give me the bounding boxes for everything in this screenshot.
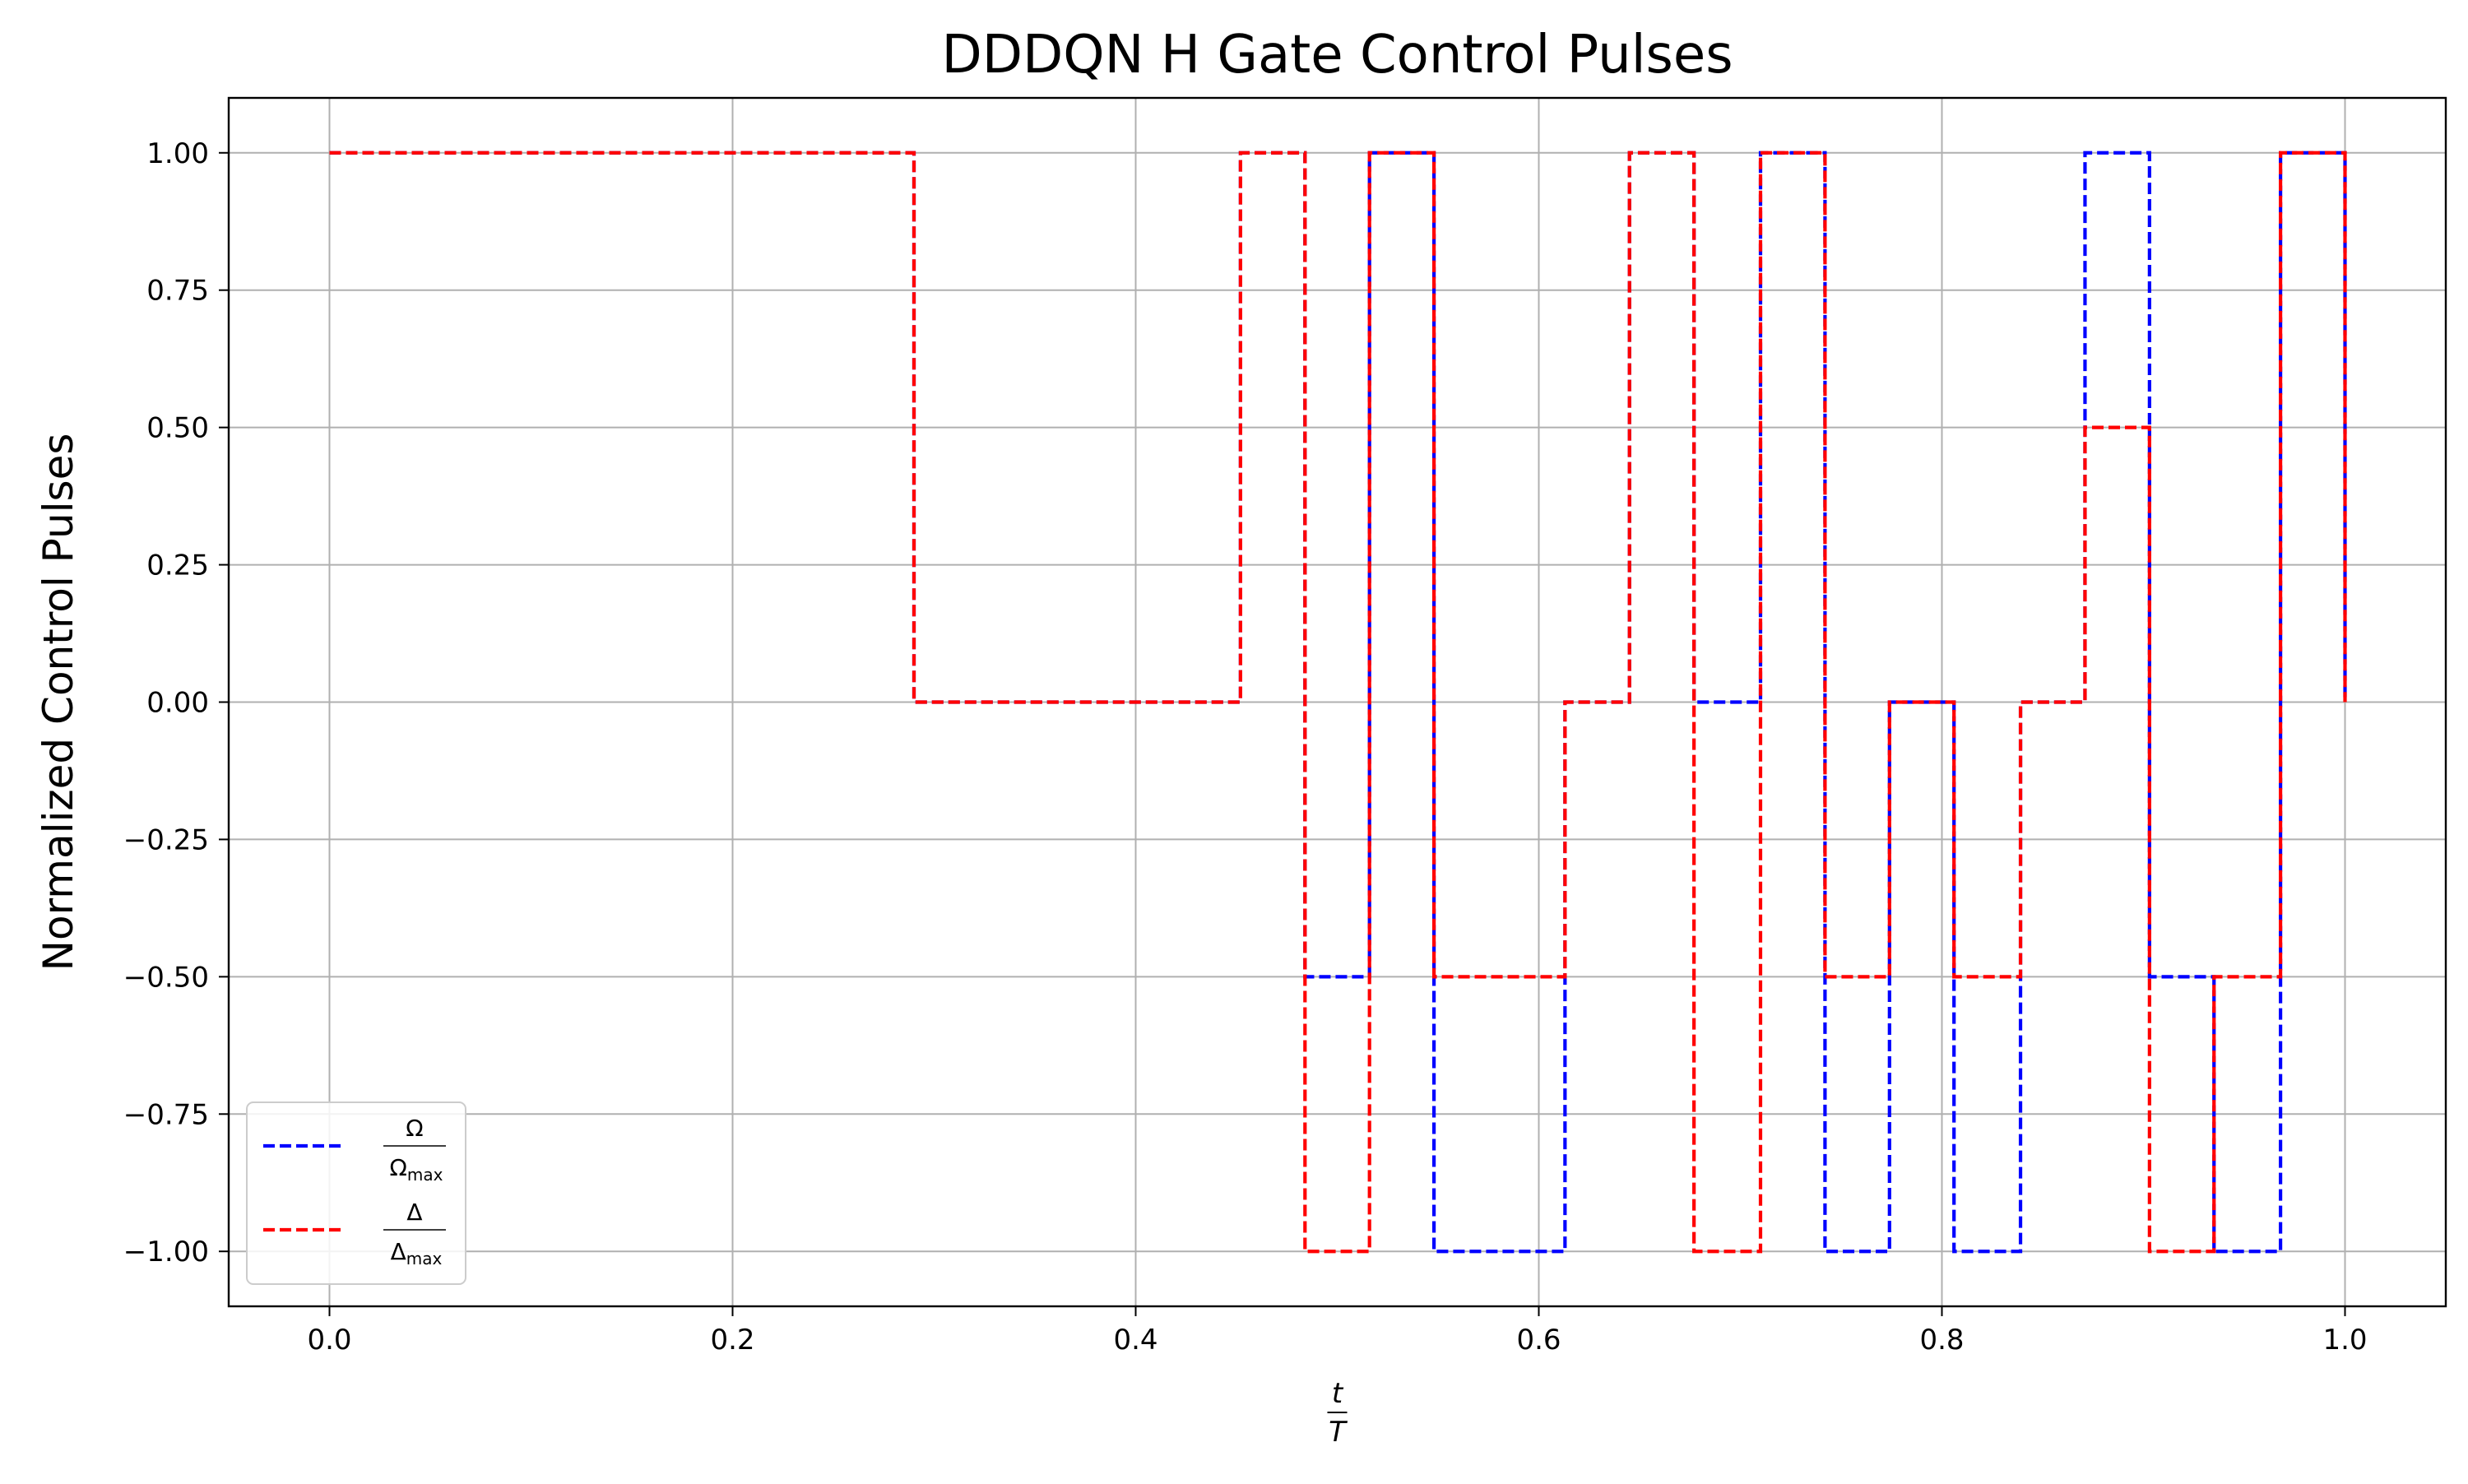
x-tick-label: 0.8	[1919, 1324, 1964, 1356]
legend-box	[246, 1101, 466, 1285]
series-line-2	[329, 151, 2347, 1254]
y-tick-label: −0.25	[123, 823, 209, 856]
y-tick-label: −0.75	[123, 1098, 209, 1131]
chart-title: DDDQN H Gate Control Pulses	[941, 25, 1733, 86]
y-tick-label: 1.00	[146, 137, 209, 170]
x-axis-label-denominator: T	[1329, 1416, 1348, 1449]
ticks: 0.0 0.2 0.4 0.6 0.8 1.0 1.00 0.75 0.50 0.25 0.00 −0…	[123, 137, 2368, 1356]
y-tick-label: 0.75	[146, 275, 209, 308]
y-axis-label: Normalized Control Pulses	[35, 434, 82, 972]
legend-label-numerator: Δ	[406, 1199, 422, 1226]
series-layer	[329, 151, 2347, 1254]
x-tick-label: 0.0	[307, 1324, 351, 1356]
x-axis-label-numerator: t	[1332, 1377, 1344, 1410]
legend-label-numerator: Ω	[406, 1115, 423, 1142]
y-tick-label: −0.50	[123, 961, 209, 994]
y-tick-label: −1.00	[123, 1236, 209, 1268]
y-tick-label: 0.25	[146, 550, 209, 582]
y-tick-label: 0.00	[146, 687, 209, 720]
x-tick-label: 0.6	[1516, 1324, 1561, 1356]
x-tick-label: 0.2	[710, 1324, 754, 1356]
y-tick-label: 0.50	[146, 412, 209, 445]
x-axis-label: t T	[1327, 1377, 1348, 1449]
x-tick-label: 0.4	[1113, 1324, 1157, 1356]
x-tick-label: 1.0	[2322, 1324, 2367, 1356]
